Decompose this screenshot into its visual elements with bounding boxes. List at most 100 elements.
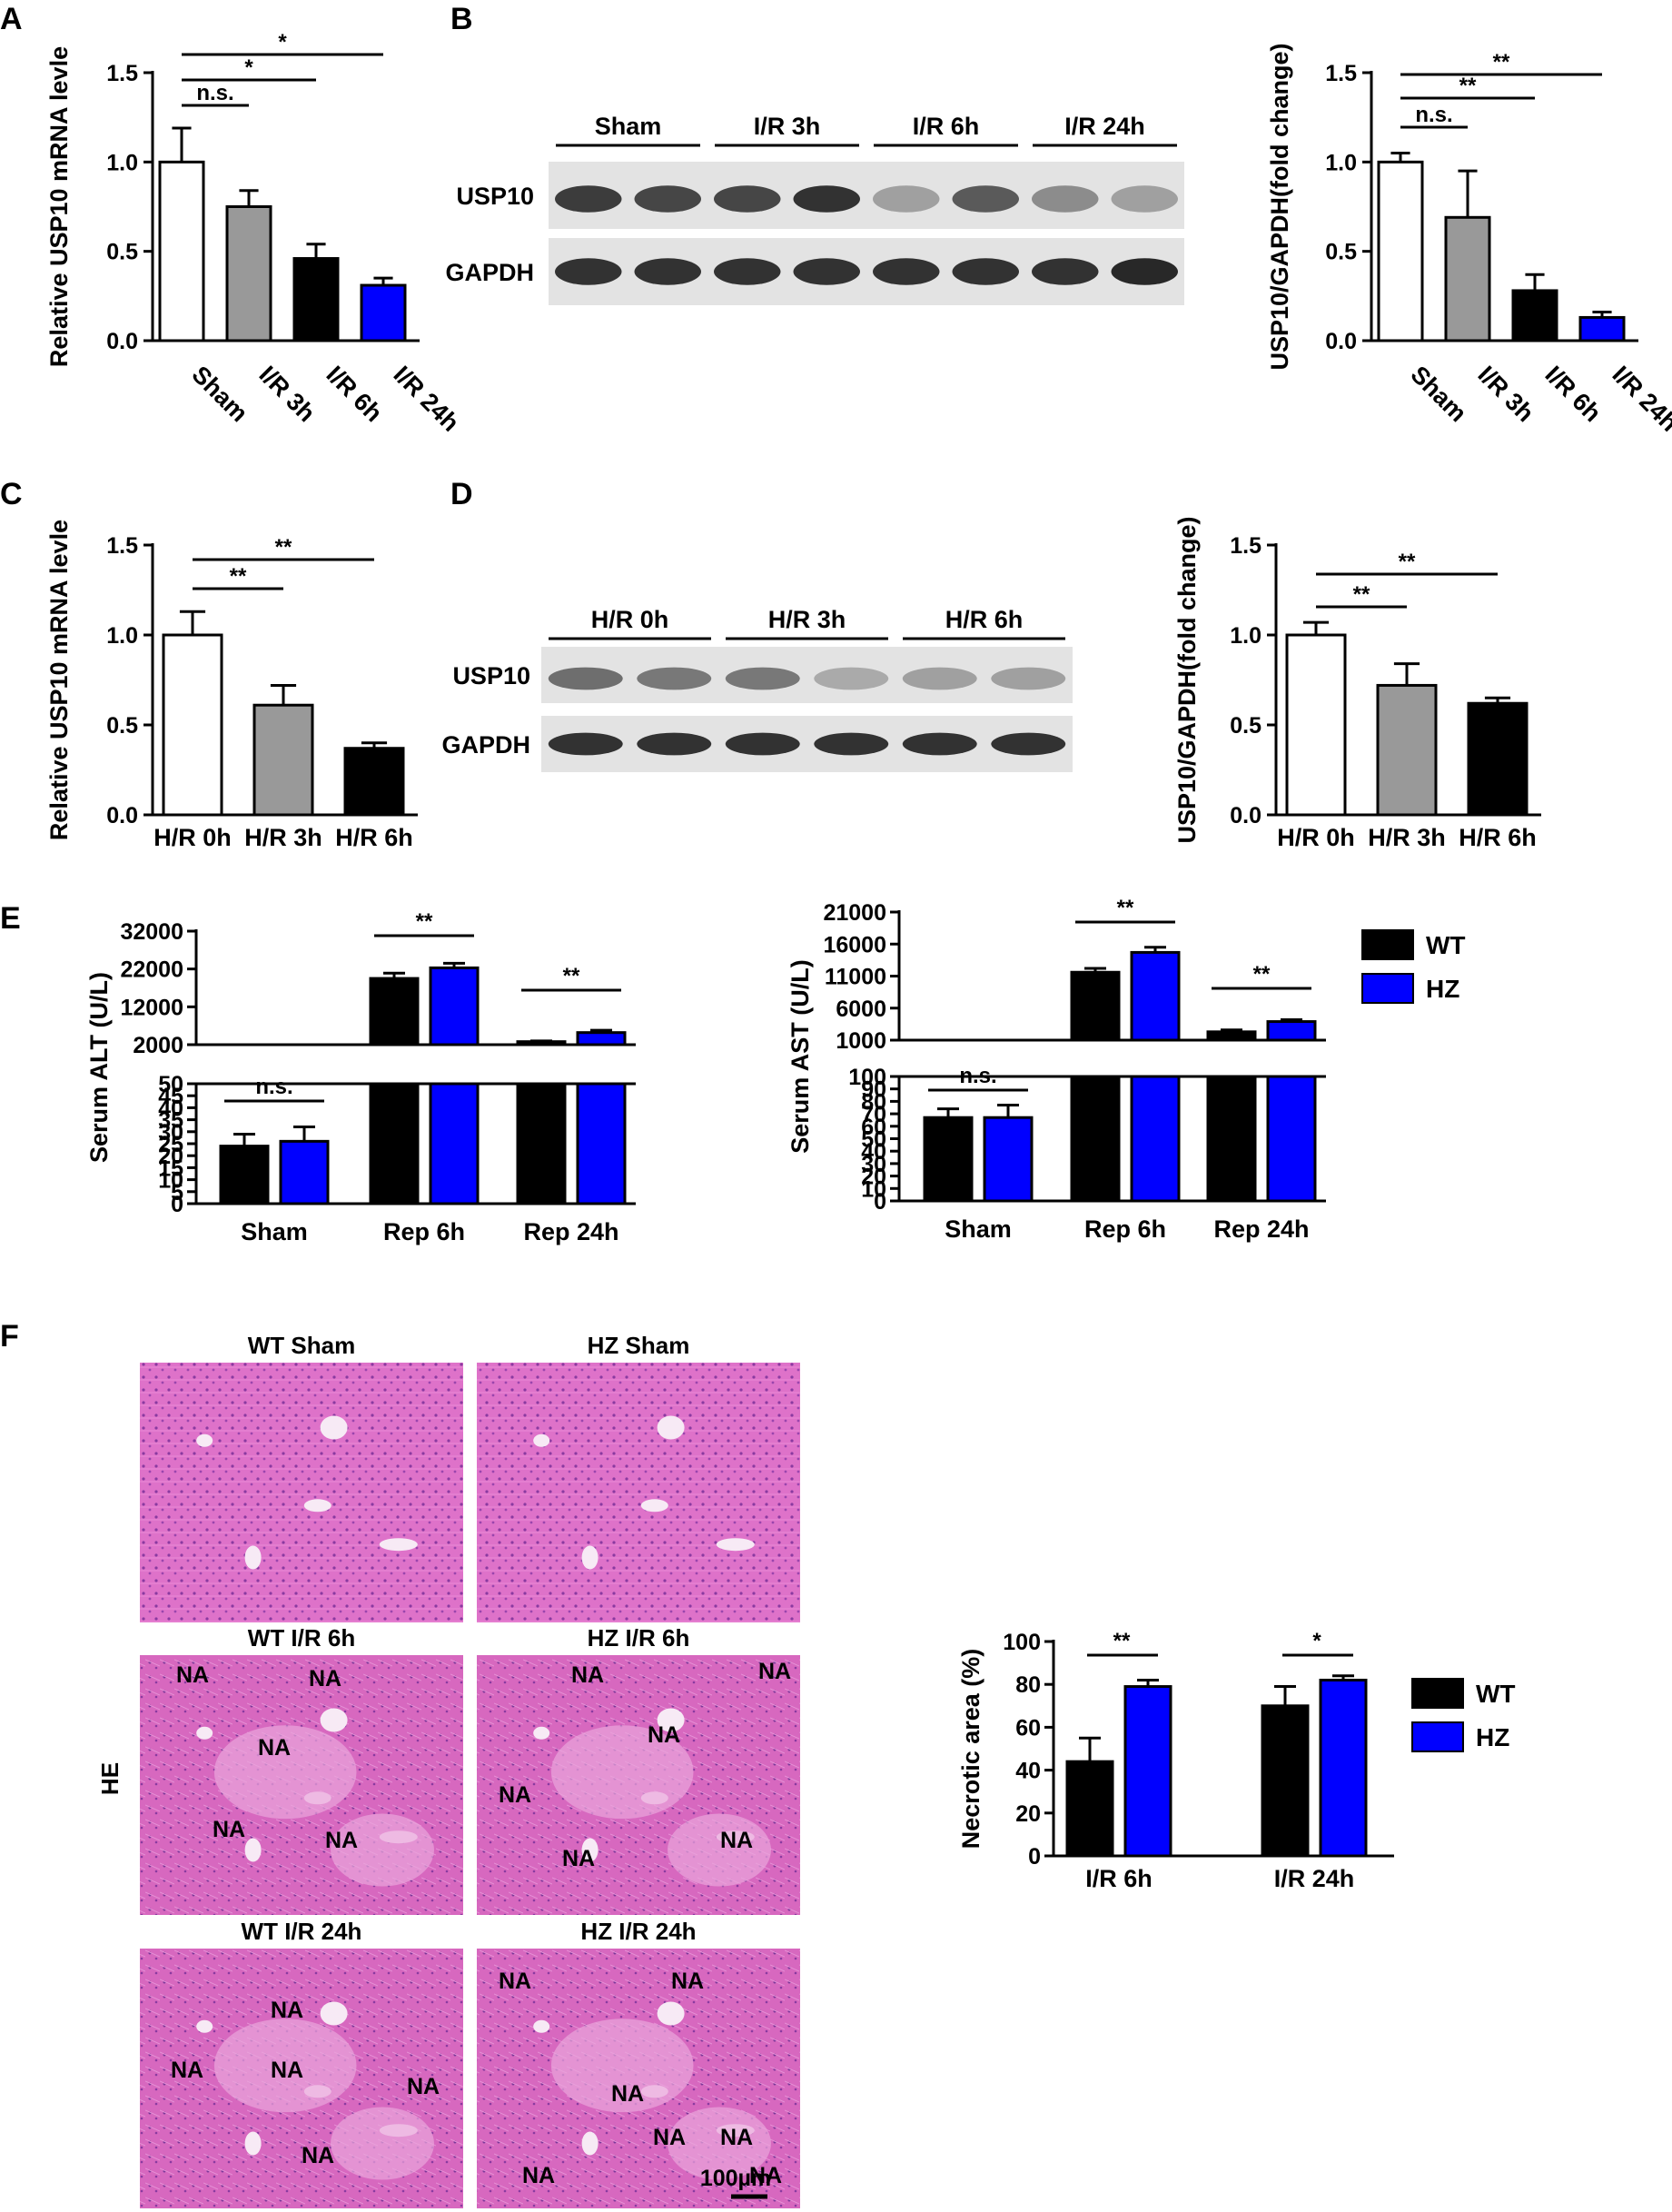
blot-band (814, 667, 889, 690)
micrograph-title: WT I/R 6h (248, 1624, 355, 1652)
bar (1467, 701, 1529, 817)
bar-upper-segment (369, 977, 420, 1046)
necrotic-area-label: NA (720, 2125, 753, 2150)
blot-band (555, 185, 622, 213)
blot-band (1032, 258, 1099, 285)
micrograph (477, 1363, 800, 1622)
necrotic-area-label: NA (271, 1998, 303, 2023)
y-tick-label: 16000 (823, 932, 886, 957)
micrograph (140, 1363, 463, 1622)
bar (158, 160, 205, 342)
x-tick-label: Rep 6h (1084, 1215, 1166, 1243)
blot-group-label: Sham (595, 113, 662, 140)
blot-band (1032, 185, 1099, 213)
blot-group-label: H/R 0h (591, 606, 669, 633)
necrotic-patch (550, 1725, 694, 1820)
y-tick-label: 0 (1028, 1844, 1041, 1870)
bar-lower-segment (1070, 1075, 1121, 1203)
vessel (657, 1708, 685, 1732)
x-tick-label: I/R 6h (1085, 1865, 1153, 1892)
y-axis-label: Serum AST (U/L) (787, 959, 814, 1154)
blot-band (1111, 258, 1178, 285)
blot-band (634, 258, 701, 285)
y-tick-label: 0.0 (106, 803, 138, 828)
y-axis-label: Relative USP10 mRNA levle (45, 520, 73, 840)
y-tick-label: 1.5 (1230, 533, 1261, 559)
y-tick-label: 1.0 (106, 150, 138, 175)
legend-swatch (1411, 1678, 1464, 1709)
vessel (533, 2019, 550, 2033)
vessel (533, 1433, 550, 1447)
blot-band (952, 258, 1019, 285)
blot-row-label: GAPDH (441, 731, 530, 759)
blot-band (725, 732, 800, 756)
necrotic-area-label: NA (499, 1969, 531, 1994)
y-axis-label: USP10/GAPDH(fold change) (1173, 516, 1201, 843)
y-tick-label: 90 (861, 1077, 886, 1103)
x-tick-label: H/R 3h (1368, 824, 1446, 851)
y-tick-label: 0.0 (106, 329, 138, 354)
x-tick-label: Sham (945, 1215, 1012, 1243)
necrotic-patch (331, 2107, 434, 2180)
necrotic-area-label: NA (653, 2125, 686, 2150)
micrograph-title: WT Sham (248, 1332, 355, 1359)
vessel (320, 1708, 348, 1732)
y-axis-label: Necrotic area (%) (957, 1649, 984, 1850)
bar-lower-segment (1266, 1075, 1317, 1203)
y-tick-label: 40 (158, 1096, 183, 1121)
y-tick-label: 35 (158, 1108, 183, 1134)
y-tick-label: 20 (1015, 1801, 1041, 1827)
blot-band (952, 185, 1019, 213)
blot-band (1111, 185, 1178, 213)
blot-band (793, 185, 860, 213)
y-tick-label: 1.5 (1325, 61, 1357, 86)
bar-upper-segment (1206, 1030, 1257, 1042)
necrotic-area-label: NA (522, 2163, 555, 2188)
blot-band (991, 667, 1066, 690)
y-tick-label: 20 (861, 1165, 886, 1190)
blot-band (902, 667, 977, 690)
necrotic-area-label: NA (720, 1828, 753, 1853)
bar-upper-segment (576, 1031, 627, 1046)
blot-membrane (541, 716, 1073, 772)
x-tick-label: Rep 6h (383, 1218, 465, 1245)
y-tick-label: 40 (861, 1139, 886, 1165)
micrograph-title: WT I/R 24h (242, 1918, 362, 1945)
bar (360, 283, 407, 342)
bar (292, 257, 340, 342)
blot-group-label: I/R 3h (754, 113, 821, 140)
vessel (320, 1415, 348, 1440)
y-tick-label: 32000 (120, 919, 183, 945)
bar (225, 205, 272, 342)
legend-swatch (1411, 1721, 1464, 1752)
bar-upper-segment (1266, 1020, 1317, 1042)
x-tick-label: H/R 0h (153, 824, 232, 851)
necrotic-area-label: NA (648, 1722, 680, 1748)
x-tick-label: H/R 3h (244, 824, 322, 851)
stain-label: HE (96, 1762, 124, 1795)
y-axis-label: Serum ALT (U/L) (85, 972, 113, 1163)
significance-label: ** (275, 535, 292, 560)
blot-row-label: USP10 (452, 662, 530, 689)
necrotic-patch (668, 2107, 771, 2180)
vessel (640, 1499, 668, 1513)
blot-band (873, 185, 940, 213)
significance-label: ** (230, 564, 247, 589)
bar (1376, 683, 1438, 817)
blot-group-label: I/R 24h (1064, 113, 1145, 140)
blot-band (725, 667, 800, 690)
blot-membrane (541, 647, 1073, 703)
significance-label: ** (1253, 962, 1271, 987)
y-tick-label: 11000 (825, 965, 886, 990)
y-tick-label: 0.5 (1325, 240, 1357, 265)
blot-group-label: H/R 6h (945, 606, 1024, 633)
bar-upper-segment (429, 966, 480, 1046)
vessel (716, 1538, 755, 1552)
